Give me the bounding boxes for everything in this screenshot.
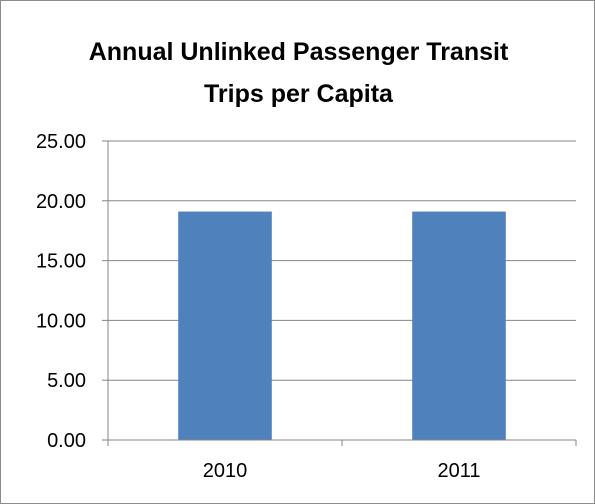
x-tick-label: 2011 [437, 460, 480, 482]
y-tick-labels: 0.00 5.00 10.00 15.00 20.00 25.00 [36, 131, 86, 452]
y-tick-label: 25.00 [36, 131, 86, 153]
y-tick-label: 5.00 [47, 370, 86, 392]
y-tick-label: 20.00 [36, 191, 86, 213]
y-tick-label: 10.00 [36, 310, 86, 332]
bar [412, 211, 506, 440]
y-tick-label: 15.00 [36, 251, 86, 273]
y-tick-label: 0.00 [47, 430, 86, 452]
x-tick-labels: 2010 2011 [203, 460, 481, 482]
bar [178, 211, 272, 440]
x-tick-label: 2010 [203, 460, 248, 482]
chart-title-line-2: Trips per Capita [204, 80, 393, 108]
chart-title-line-1: Annual Unlinked Passenger Transit [88, 38, 509, 66]
chart-title: Annual Unlinked Passenger Transit Trips … [1, 31, 595, 115]
bars [178, 211, 506, 440]
axes [102, 140, 577, 446]
